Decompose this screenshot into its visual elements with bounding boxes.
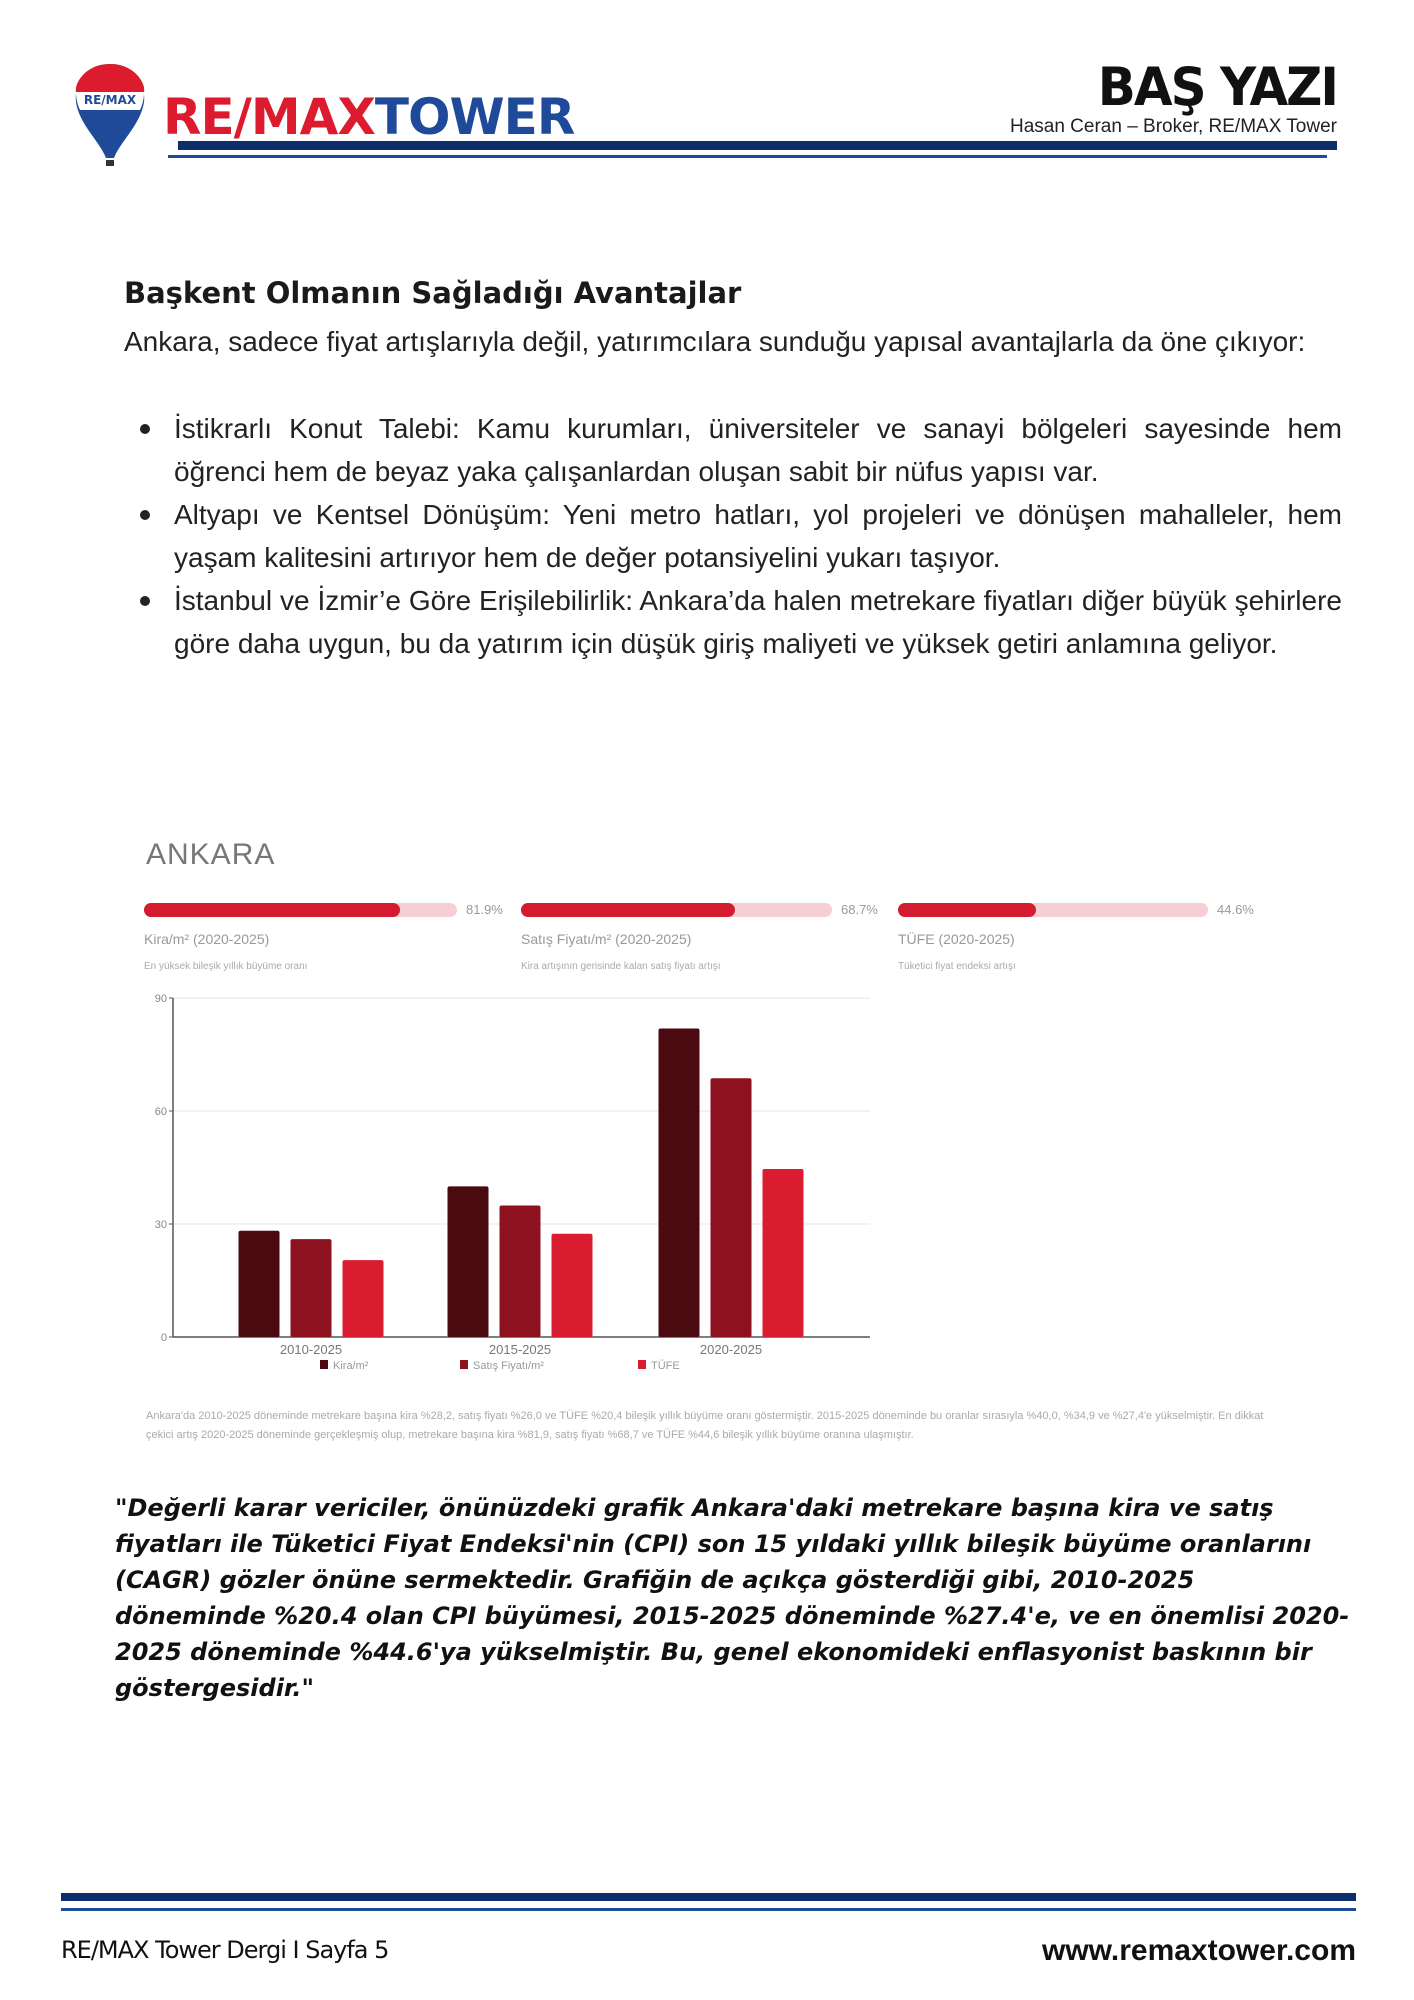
- bullet-icon: [140, 510, 150, 520]
- progress-bar-sale: [521, 903, 832, 917]
- y-tick-label: 60: [155, 1106, 167, 1118]
- legend-label: Kira/m²: [333, 1360, 369, 1372]
- brand-wordmark: RE/MAXTOWER: [163, 88, 575, 146]
- list-item: Altyapı ve Kentsel Dönüşüm: Yeni metro h…: [124, 493, 1342, 579]
- y-tick-label: 30: [155, 1219, 167, 1231]
- cagr-bar-chart: 0 30 60 90 2010-2025 2015-2025 2020-2025 Kira/m…: [155, 993, 870, 1372]
- list-item: İstanbul ve İzmir’e Göre Erişilebilirlik…: [124, 579, 1342, 665]
- bar-rent: [447, 1186, 489, 1337]
- legend-swatch: [460, 1360, 468, 1369]
- footer-website-link[interactable]: www.remaxtower.com: [1041, 1934, 1356, 1967]
- progress-value-rent: 81.9%: [466, 902, 503, 917]
- progress-bar-cpi: [898, 903, 1208, 917]
- bar-cpi: [342, 1260, 384, 1337]
- progress-sub-rent: En yüksek bileşik yıllık büyüme oranı: [144, 961, 308, 972]
- bullet-icon: [140, 596, 150, 606]
- list-item-text: İstanbul ve İzmir’e Göre Erişilebilirlik…: [174, 585, 1342, 659]
- remax-balloon-logo: RE/MAX: [75, 64, 145, 166]
- brand-red: RE/MAX: [163, 88, 376, 146]
- progress-bar-rent: [144, 903, 457, 917]
- footer-divider-thin: [61, 1908, 1356, 1911]
- bar-sale: [710, 1078, 752, 1337]
- bar-rent: [658, 1028, 700, 1337]
- header-divider-thick: [178, 141, 1337, 150]
- progress-fill: [521, 903, 735, 917]
- progress-sub-cpi: Tüketici fiyat endeksi artışı: [898, 961, 1016, 972]
- footer-page-info: RE/MAX Tower Dergi I Sayfa 5: [61, 1936, 389, 1964]
- x-tick-label: 2015-2025: [489, 1342, 551, 1357]
- progress-sub-sale: Kira artışının gerisinde kalan satış fiy…: [521, 961, 721, 972]
- progress-label-sale: Satış Fiyatı/m² (2020-2025): [521, 931, 692, 947]
- bullet-icon: [140, 424, 150, 434]
- legend-swatch: [638, 1360, 646, 1369]
- bar-sale: [499, 1205, 541, 1337]
- list-item-text: İstikrarlı Konut Talebi: Kamu kurumları,…: [174, 413, 1342, 487]
- bar-cpi: [551, 1233, 593, 1337]
- x-tick-label: 2010-2025: [280, 1342, 342, 1357]
- legend-label: TÜFE: [651, 1360, 680, 1372]
- brand-blue: TOWER: [374, 88, 575, 146]
- byline: Hasan Ceran – Broker, RE/MAX Tower: [1009, 116, 1337, 137]
- progress-label-cpi: TÜFE (2020-2025): [898, 931, 1015, 947]
- bar-rent: [238, 1230, 280, 1337]
- header-divider-thin: [168, 155, 1327, 158]
- y-tick-label: 0: [161, 1332, 167, 1344]
- editor-quote: "Değerli karar vericiler, önünüzdeki gra…: [115, 1494, 1350, 1702]
- x-tick-label: 2020-2025: [700, 1342, 762, 1357]
- legend-label: Satış Fiyatı/m²: [473, 1360, 544, 1372]
- section-title: BAŞ YAZI: [1097, 56, 1339, 118]
- chart-caption: Ankara'da 2010-2025 döneminde metrekare …: [146, 1410, 1264, 1441]
- advantages-list: İstikrarlı Konut Talebi: Kamu kurumları,…: [124, 407, 1342, 665]
- city-title: ANKARA: [146, 838, 276, 871]
- progress-fill: [898, 903, 1037, 917]
- progress-value-sale: 68.7%: [841, 902, 878, 917]
- list-item: İstikrarlı Konut Talebi: Kamu kurumları,…: [124, 407, 1342, 493]
- bar-cpi: [762, 1169, 804, 1337]
- article-intro: Ankara, sadece fiyat artışlarıyla değil,…: [124, 326, 1306, 357]
- logo-balloon-text: RE/MAX: [84, 93, 137, 107]
- list-item-text: Altyapı ve Kentsel Dönüşüm: Yeni metro h…: [174, 499, 1342, 573]
- legend-swatch: [320, 1360, 328, 1369]
- y-tick-label: 90: [155, 993, 167, 1005]
- bar-sale: [290, 1239, 332, 1337]
- progress-label-rent: Kira/m² (2020-2025): [144, 931, 270, 947]
- progress-value-cpi: 44.6%: [1217, 902, 1254, 917]
- progress-fill: [144, 903, 401, 917]
- article-heading: Başkent Olmanın Sağladığı Avantajlar: [124, 276, 742, 310]
- footer-divider-thick: [61, 1893, 1356, 1901]
